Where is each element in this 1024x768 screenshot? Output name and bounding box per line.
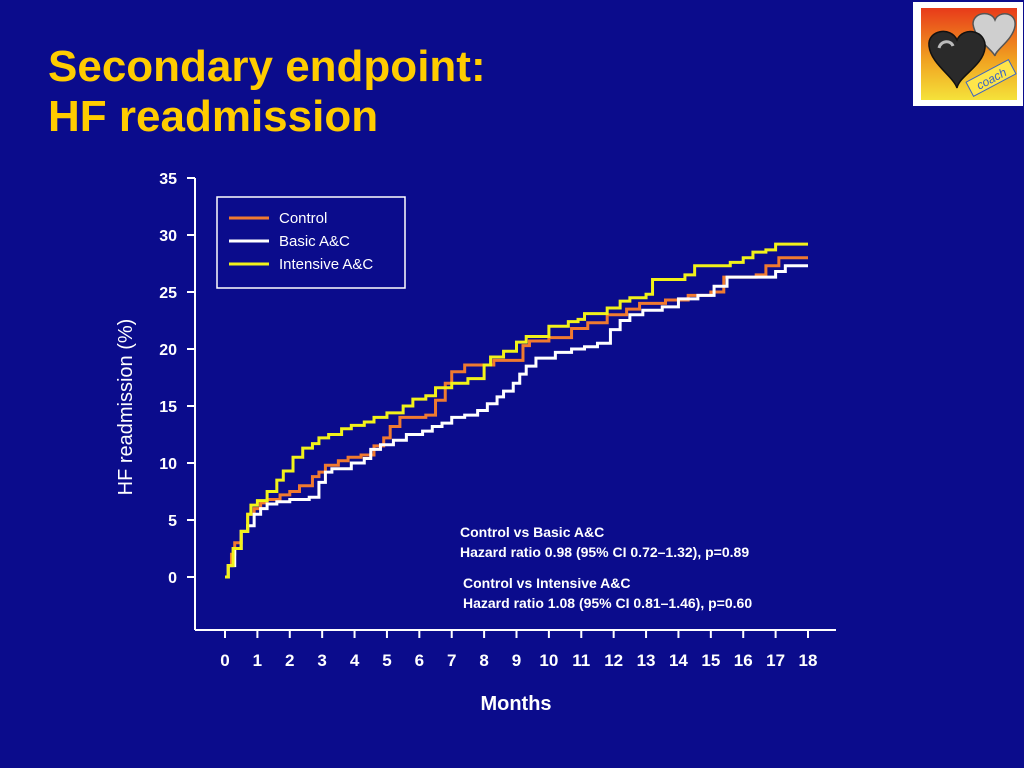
- x-tick-label: 6: [415, 651, 424, 670]
- series-line-intensive-a-c: [225, 242, 808, 579]
- x-tick-label: 10: [539, 651, 558, 670]
- y-tick-label: 20: [159, 342, 177, 359]
- x-tick-label: 12: [604, 651, 623, 670]
- y-axis-label: HF readmission (%): [115, 319, 137, 496]
- x-tick-label: 4: [350, 651, 360, 670]
- x-axis-label: Months: [480, 693, 551, 715]
- series-line-basic-a-c: [225, 264, 808, 579]
- slide-title: Secondary endpoint: HF readmission: [48, 42, 486, 142]
- annotation-2-title: Control vs Intensive A&C: [463, 575, 631, 591]
- slide-title-line-1: Secondary endpoint:: [48, 42, 486, 91]
- x-tick-label: 2: [285, 651, 294, 670]
- chart-series: [225, 242, 808, 579]
- chart-legend: Control Basic A&C Intensive A&C: [216, 196, 406, 289]
- y-tick-label: 10: [159, 456, 177, 473]
- annotation-1-title: Control vs Basic A&C: [460, 524, 604, 540]
- y-tick-label: 15: [159, 399, 177, 416]
- annotation-2-detail: Hazard ratio 1.08 (95% CI 0.81–1.46), p=…: [463, 595, 752, 611]
- legend-label: Basic A&C: [279, 233, 350, 250]
- x-tick-label: 13: [637, 651, 656, 670]
- series-line-control: [225, 256, 808, 579]
- x-tick-label: 14: [669, 651, 688, 670]
- x-tick-label: 0: [220, 651, 229, 670]
- annotation-1: Control vs Basic A&C Hazard ratio 0.98 (…: [460, 524, 749, 560]
- legend-label: Intensive A&C: [279, 256, 373, 273]
- legend-box: [216, 196, 406, 289]
- y-tick-label: 0: [168, 570, 177, 587]
- annotation-1-detail: Hazard ratio 0.98 (95% CI 0.72–1.32), p=…: [460, 544, 749, 560]
- legend-label: Control: [279, 210, 327, 227]
- y-tick-label: 5: [168, 513, 177, 530]
- x-tick-label: 16: [734, 651, 753, 670]
- x-tick-label: 3: [317, 651, 326, 670]
- x-tick-label: 1: [253, 651, 262, 670]
- x-tick-label: 9: [512, 651, 521, 670]
- y-tick-label: 25: [159, 285, 177, 302]
- y-tick-label: 35: [159, 171, 177, 188]
- x-tick-label: 5: [382, 651, 391, 670]
- x-tick-label: 17: [766, 651, 785, 670]
- x-tick-label: 7: [447, 651, 456, 670]
- y-tick-label: 30: [159, 228, 177, 245]
- x-tick-label: 15: [701, 651, 720, 670]
- annotation-2: Control vs Intensive A&C Hazard ratio 1.…: [463, 575, 752, 611]
- slide-title-line-2: HF readmission: [48, 92, 379, 141]
- x-tick-label: 18: [799, 651, 818, 670]
- coach-logo: coach: [913, 2, 1023, 106]
- x-tick-label: 11: [572, 651, 590, 670]
- x-tick-label: 8: [479, 651, 488, 670]
- heart-logo-icon: coach: [921, 8, 1017, 100]
